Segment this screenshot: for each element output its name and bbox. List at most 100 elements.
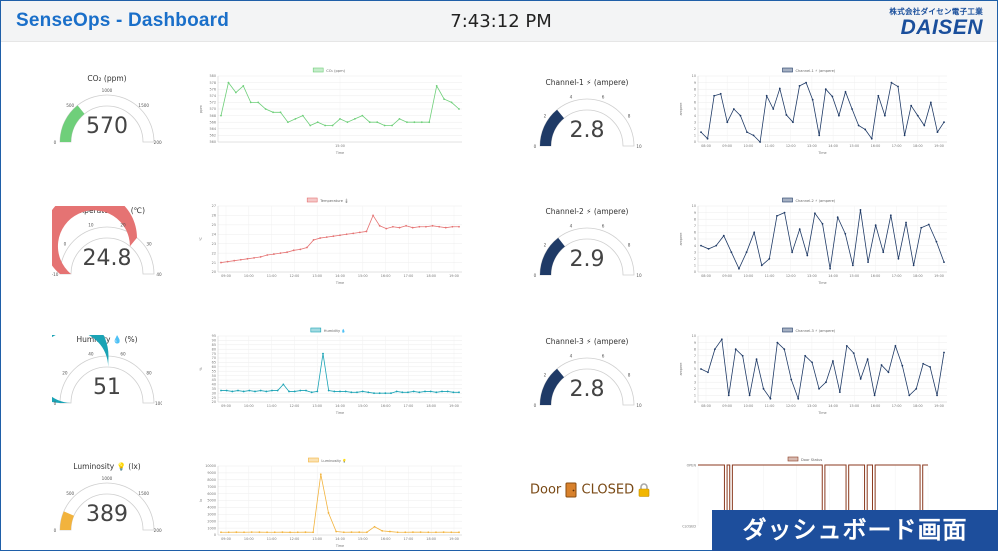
data-point <box>769 397 772 400</box>
gauge-value: 24.8 <box>82 246 132 271</box>
legend-label: Temperature 🌡 <box>319 198 348 203</box>
x-axis-label: Time <box>335 411 344 415</box>
y-axis-label: lx <box>199 499 203 502</box>
x-tick-label: 18:00 <box>426 274 436 278</box>
data-point <box>874 224 877 227</box>
y-tick-label: 10000 <box>205 464 216 468</box>
data-point <box>378 392 381 395</box>
y-tick-label: 10 <box>692 334 696 338</box>
legend-label: Luminosity 💡 <box>321 458 346 463</box>
gauge-tick-label: 0 <box>54 528 57 533</box>
data-point <box>915 387 918 390</box>
y-tick-label: 574 <box>210 94 216 98</box>
gauge-track <box>540 358 634 405</box>
y-tick-label: 26 <box>212 214 216 218</box>
data-point <box>857 124 860 127</box>
legend-swatch <box>787 456 799 462</box>
gauge-tick-label: 10 <box>88 223 94 228</box>
data-point <box>707 248 710 250</box>
legend-swatch <box>308 457 319 463</box>
data-point <box>739 114 742 117</box>
data-point <box>413 121 416 124</box>
data-point <box>289 531 291 534</box>
data-point <box>235 531 238 534</box>
data-point <box>772 108 775 110</box>
gauge-tick-label: 6 <box>602 224 605 229</box>
x-tick-label: 18:00 <box>913 144 923 148</box>
data-point <box>339 118 341 120</box>
gauge-tick-label: 20 <box>120 223 126 228</box>
chart-legend: CO₂ (ppm) <box>312 67 346 73</box>
y-tick-label: 85 <box>212 343 216 347</box>
x-tick-label: 09:00 <box>221 537 231 541</box>
data-point <box>832 360 834 362</box>
data-point <box>943 261 945 263</box>
data-point <box>301 114 304 117</box>
x-tick-label: 19:00 <box>934 274 944 278</box>
gauge-svg: 0 500 1000 1500 2000 <box>54 88 162 145</box>
data-point <box>266 254 269 256</box>
data-point <box>227 531 230 534</box>
data-point <box>331 124 334 127</box>
data-point <box>226 260 229 263</box>
data-point <box>838 114 840 117</box>
data-point <box>352 232 355 235</box>
x-tick-label: 16:00 <box>871 274 881 278</box>
data-point <box>250 531 253 534</box>
x-tick-label: 19:00 <box>449 274 459 278</box>
data-point <box>304 531 307 534</box>
data-point <box>312 239 315 241</box>
data-point <box>726 121 729 124</box>
gauge-tick-label: 2000 <box>154 528 162 533</box>
data-point <box>406 121 408 124</box>
data-point <box>920 226 923 229</box>
y-tick-label: 2 <box>694 257 696 261</box>
y-tick-label: 3000 <box>207 513 216 517</box>
data-point <box>435 85 438 87</box>
gauge-tick-label: 2 <box>544 113 547 118</box>
x-tick-label: 15:00 <box>849 274 859 278</box>
x-tick-label: 09:00 <box>722 144 732 148</box>
chart-luminosity: Luminosity 💡1000090008000700060005000400… <box>199 457 462 548</box>
y-tick-label: 0 <box>694 400 696 404</box>
data-point <box>889 214 892 217</box>
data-point <box>790 378 793 381</box>
data-point <box>776 341 779 344</box>
y-tick-label: 8000 <box>207 478 216 482</box>
data-point <box>713 348 716 351</box>
data-point <box>719 92 722 95</box>
y-tick-label: 21 <box>212 261 216 265</box>
data-point <box>936 131 939 133</box>
y-tick-label: 80 <box>212 347 216 351</box>
data-point <box>778 87 781 90</box>
x-tick-label: 14:00 <box>335 537 345 541</box>
gauge-fill <box>60 511 74 530</box>
gauge-value: 2.9 <box>569 247 605 272</box>
data-point <box>257 101 260 104</box>
data-point <box>752 134 755 137</box>
x-tick-label: 14:00 <box>335 274 345 278</box>
data-point <box>265 390 268 393</box>
data-point <box>806 254 809 257</box>
data-point <box>745 251 748 254</box>
y-tick-label: 2 <box>694 127 696 131</box>
data-point <box>353 118 356 120</box>
y-axis-label: ampere <box>679 232 683 245</box>
data-point <box>242 390 245 393</box>
data-point <box>404 531 407 534</box>
data-point <box>707 371 709 374</box>
data-point <box>429 390 432 393</box>
data-point <box>713 94 716 97</box>
x-tick-label: 18:00 <box>426 404 436 408</box>
y-axis-label: ampere <box>679 362 683 375</box>
data-point <box>385 227 388 230</box>
data-point <box>706 137 709 140</box>
data-point <box>792 121 794 124</box>
data-point <box>748 394 751 397</box>
data-point <box>248 389 251 392</box>
chart-humidity: Humidity 💧 959085807570656055504540353025… <box>199 327 462 415</box>
data-point <box>859 378 862 380</box>
data-point <box>344 390 347 393</box>
header-bar: SenseOps - Dashboard 7:43:12 PM 株式会社ダイセン… <box>1 1 997 42</box>
y-tick-label: 3 <box>694 120 696 124</box>
